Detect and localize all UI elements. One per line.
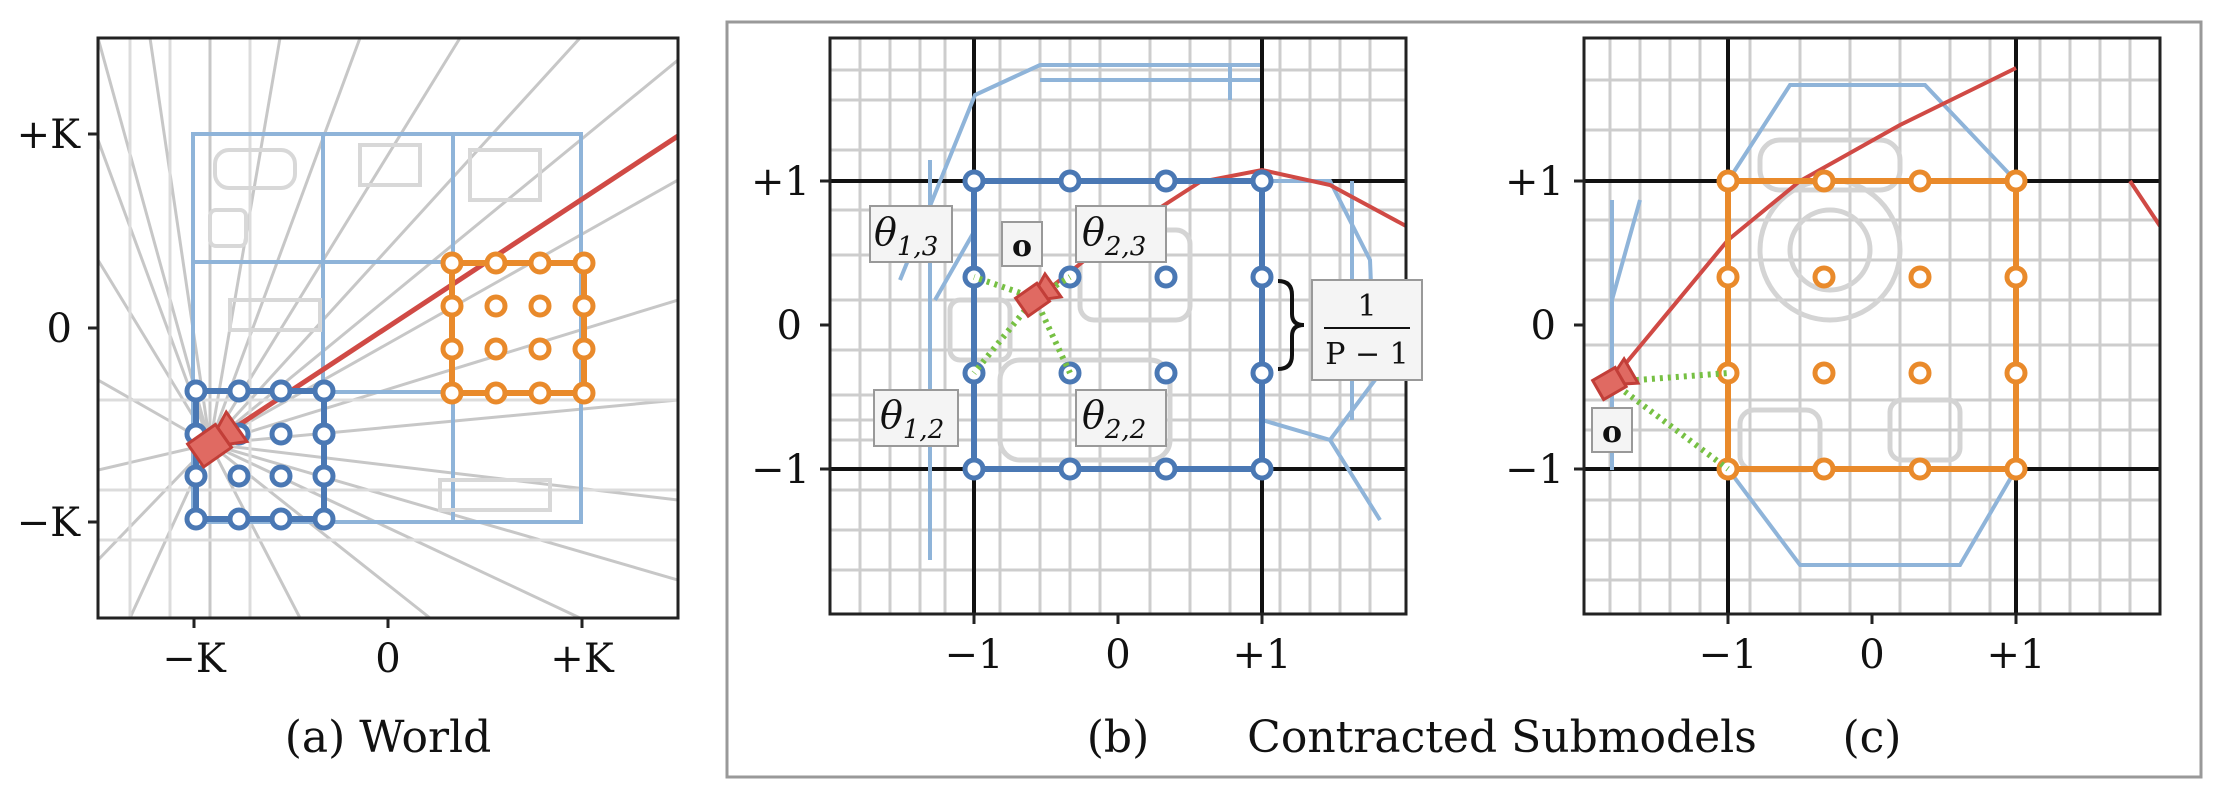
panel-c-grid [1584, 38, 2160, 614]
theta-2-3-symbol: θ [1082, 210, 1105, 254]
panel-a-ytick-top: +K [17, 112, 82, 158]
panel-c-scene-outline [1610, 83, 2018, 567]
panel-b-ticks [820, 179, 1264, 624]
panel-b-fraction: 1 P − 1 [1311, 279, 1423, 381]
fraction-denominator: P − 1 [1325, 337, 1408, 372]
panel-a-xtick-right: +K [550, 636, 615, 682]
panel-a-blue-nodes [184, 379, 336, 531]
panel-a-orange-nodes [440, 251, 596, 405]
theta-2-3-subscript: 2,3 [1104, 232, 1146, 262]
panel-c-ytick-mid: 0 [1531, 303, 1556, 349]
svg-text:θ1,2: θ1,2 [880, 393, 944, 445]
panel-b-ytick-bottom: −1 [751, 447, 810, 493]
panel-b-submodel-nodes [962, 169, 1274, 481]
panel-c-xtick-right: +1 [1987, 632, 2046, 678]
panel-a-xtick-mid: 0 [375, 636, 400, 682]
theta-1-3-symbol: θ [874, 210, 897, 254]
panel-b-camera-icon [1013, 271, 1064, 319]
theta-1-2-symbol: θ [880, 393, 903, 437]
panel-b-caption: (b) [1087, 712, 1150, 763]
panel-a-xtick-left: −K [162, 636, 227, 682]
panel-c-origin-label: o [1591, 407, 1633, 453]
panel-a-orange-submodel [449, 260, 587, 396]
panel-b-ytick-top: +1 [751, 159, 810, 205]
panel-c-camera-icon [1590, 356, 1641, 402]
panel-b-submodel-box [971, 178, 1265, 472]
panel-c-submodel-box [1725, 178, 2019, 472]
panel-b-origin-label: o [1001, 221, 1043, 267]
group-caption: Contracted Submodels [1247, 712, 1757, 763]
panel-b-origin-text: o [1012, 229, 1032, 264]
panel-c-ytick-bottom: −1 [1505, 447, 1564, 493]
panel-a-ytick-mid: 0 [47, 306, 72, 352]
panel-c: o +1 0 −1 −1 0 +1 (c) [1505, 36, 2162, 763]
panel-c-xtick-left: −1 [1699, 632, 1758, 678]
panel-b-xtick-right: +1 [1233, 632, 1292, 678]
svg-text:θ2,2: θ2,2 [1082, 393, 1146, 445]
panel-c-ticks [1574, 179, 2018, 624]
svg-text:θ2,3: θ2,3 [1082, 210, 1146, 262]
panel-b-theta-1-2: θ1,2 [873, 389, 959, 447]
panel-c-caption: (c) [1843, 712, 1902, 763]
panel-a-ticks [88, 132, 584, 628]
panel-a-furniture [208, 143, 552, 512]
panel-a: +K 0 −K −K 0 +K (a) World [17, 36, 680, 763]
panel-a-plot [98, 38, 678, 618]
panel-c-ray-exit [2128, 179, 2160, 228]
panel-b: θ1,3 θ2,3 θ1,2 θ2,2 o 1 P − 1 [751, 36, 1423, 763]
panel-c-xtick-mid: 0 [1859, 632, 1884, 678]
panel-c-interp-lines [1610, 370, 1730, 472]
panel-b-xtick-mid: 0 [1105, 632, 1130, 678]
panel-b-ytick-mid: 0 [777, 303, 802, 349]
theta-1-2-subscript: 1,2 [903, 415, 944, 445]
panel-a-caption: (a) World [285, 712, 492, 763]
contracted-group-frame [725, 20, 2203, 779]
theta-1-3-subscript: 1,3 [897, 232, 938, 262]
panel-c-origin-text: o [1602, 415, 1622, 450]
panel-b-brace [1277, 279, 1305, 371]
panel-b-theta-2-3: θ2,3 [1075, 205, 1167, 263]
panel-a-camera-icon [185, 409, 250, 470]
panel-b-xtick-left: −1 [945, 632, 1004, 678]
panel-c-ytick-top: +1 [1505, 159, 1564, 205]
panel-c-plot [1584, 38, 2160, 614]
fraction-numerator: 1 [1357, 289, 1376, 324]
panel-a-ytick-bottom: −K [17, 500, 82, 546]
theta-2-2-symbol: θ [1082, 393, 1105, 437]
panel-b-theta-2-2: θ2,2 [1075, 389, 1167, 447]
panel-c-submodel-nodes [1716, 169, 2028, 481]
theta-2-2-subscript: 2,2 [1104, 415, 1146, 445]
panel-b-theta-1-3: θ1,3 [869, 205, 953, 263]
svg-text:θ1,3: θ1,3 [874, 210, 938, 262]
